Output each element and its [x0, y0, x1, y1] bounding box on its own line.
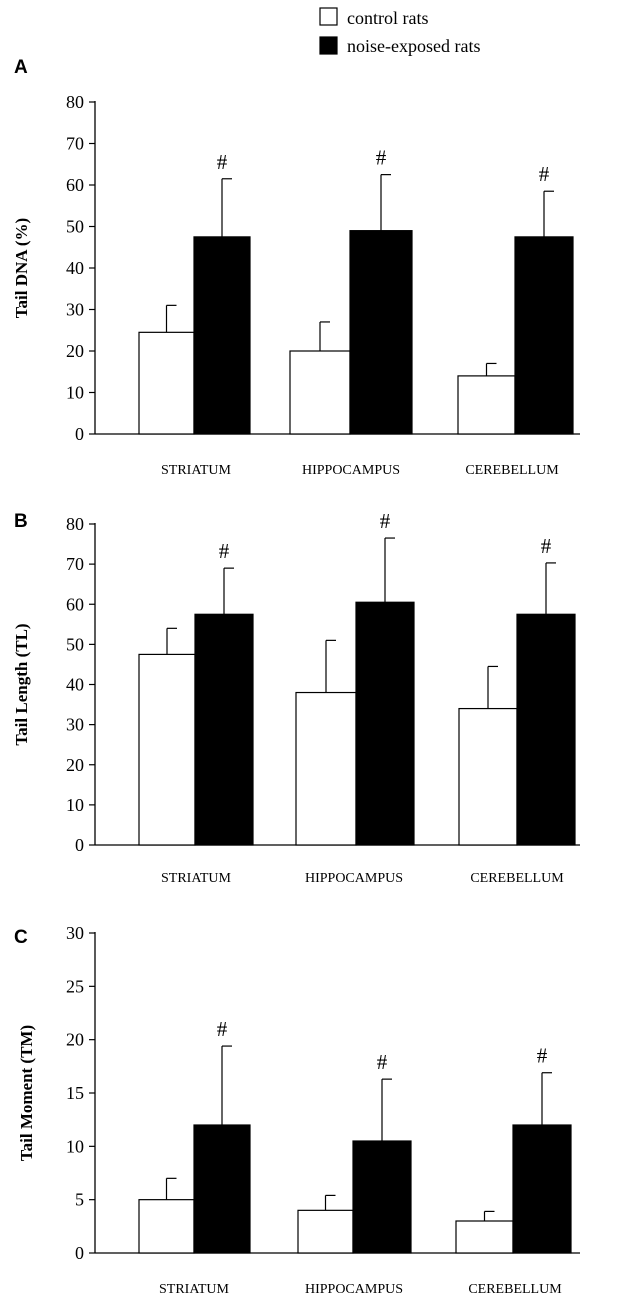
panel-a-bar-noise — [349, 230, 413, 435]
panel-c-ytick-label: 10 — [66, 1136, 84, 1156]
panel-b-bar-control — [458, 707, 518, 846]
panel-a-category-label: CEREBELLUM — [465, 463, 559, 478]
panel-c-category-label: CEREBELLUM — [468, 1282, 562, 1297]
panel-b-category-label: STRIATUM — [161, 871, 232, 886]
panel-b-significance-mark: # — [219, 539, 230, 563]
panel-c-significance-mark: # — [377, 1050, 388, 1074]
panel-c-bar-control — [455, 1220, 514, 1254]
legend-label-control: control rats — [347, 8, 428, 28]
panel-b-letter: B — [14, 511, 28, 532]
panel-b-bar-noise — [516, 613, 576, 846]
panel-a-bar-control — [138, 331, 195, 435]
panel-b-category-label: HIPPOCAMPUS — [305, 871, 403, 886]
panel-a-ytick-label: 40 — [66, 258, 84, 278]
legend-swatch-control — [319, 7, 338, 26]
panel-a-ylabel: Tail DNA (%) — [12, 218, 31, 318]
panel-c-ytick-label: 0 — [75, 1243, 84, 1263]
panel-a-significance-mark: # — [539, 162, 550, 186]
panel-c: C 0 5 10 15 20 25 30 Tail Moment (TM) # STRIATUM # H… — [14, 923, 580, 1297]
panel-a-ytick-label: 80 — [66, 92, 84, 112]
panel-c-bar-noise — [512, 1124, 572, 1254]
panel-b-ytick-label: 80 — [66, 514, 84, 534]
panel-a-letter: A — [14, 57, 28, 78]
panel-b-bar-control — [295, 691, 357, 846]
panel-b-ytick-label: 60 — [66, 594, 84, 614]
panel-b-bar-noise — [355, 601, 415, 846]
panel-a-bar-control — [457, 375, 516, 435]
panel-a-significance-mark: # — [376, 146, 387, 170]
panel-b-bar-control — [138, 653, 196, 846]
panel-a-ytick-label: 30 — [66, 300, 84, 320]
panel-b-ytick-label: 40 — [66, 675, 84, 695]
panel-c-ylabel: Tail Moment (TM) — [17, 1025, 36, 1161]
panel-b-ytick-label: 0 — [75, 835, 84, 855]
panel-b-category-label: CEREBELLUM — [470, 871, 564, 886]
panel-b-bar-noise — [194, 613, 254, 846]
panel-a-ytick-label: 0 — [75, 424, 84, 444]
panel-c-significance-mark: # — [537, 1044, 548, 1068]
panel-b-ylabel: Tail Length (TL) — [12, 623, 31, 745]
panel-a-bar-noise — [514, 236, 574, 435]
panel-b-ytick-label: 70 — [66, 554, 84, 574]
panel-b-ytick-label: 50 — [66, 634, 84, 654]
panel-a-ytick-label: 70 — [66, 134, 84, 154]
panel-c-bar-control — [297, 1209, 354, 1254]
panel-c-bar-noise — [193, 1124, 251, 1254]
legend: control rats noise-exposed rats — [319, 7, 480, 56]
panel-a-ytick-label: 10 — [66, 383, 84, 403]
panel-c-ytick-label: 15 — [66, 1083, 84, 1103]
panel-a-bar-control — [289, 350, 351, 435]
panel-c-bar-control — [138, 1199, 195, 1254]
panel-c-category-label: STRIATUM — [159, 1282, 230, 1297]
panel-a-ytick-label: 20 — [66, 341, 84, 361]
panel-c-letter: C — [14, 927, 28, 948]
panel-b-significance-mark: # — [541, 534, 552, 558]
panel-c-bar-noise — [352, 1140, 412, 1254]
panel-b-ytick-label: 30 — [66, 715, 84, 735]
panel-c-ytick-label: 25 — [66, 976, 84, 996]
panel-a-category-label: HIPPOCAMPUS — [302, 463, 400, 478]
panel-b: B 0 10 20 30 40 50 60 70 80 Tail Length (TL) # STRIA… — [12, 509, 580, 886]
panel-c-ytick-label: 20 — [66, 1030, 84, 1050]
panel-c-ytick-label: 30 — [66, 923, 84, 943]
panel-c-significance-mark: # — [217, 1017, 228, 1041]
panel-a-ytick-label: 50 — [66, 217, 84, 237]
panel-a-significance-mark: # — [217, 150, 228, 174]
legend-label-noise: noise-exposed rats — [347, 36, 480, 56]
panel-c-ytick-label: 5 — [75, 1190, 84, 1210]
panel-c-category-label: HIPPOCAMPUS — [305, 1282, 403, 1297]
panel-b-ytick-label: 20 — [66, 755, 84, 775]
panel-b-ytick-label: 10 — [66, 795, 84, 815]
panel-b-significance-mark: # — [380, 509, 391, 533]
legend-swatch-noise — [319, 36, 338, 55]
panel-a-bar-noise — [193, 236, 251, 435]
panel-a-ytick-label: 60 — [66, 175, 84, 195]
panel-a: A 0 10 20 30 40 50 60 70 80 Tail DNA (%) # STRIATUM #… — [12, 57, 580, 478]
panel-a-category-label: STRIATUM — [161, 463, 232, 478]
